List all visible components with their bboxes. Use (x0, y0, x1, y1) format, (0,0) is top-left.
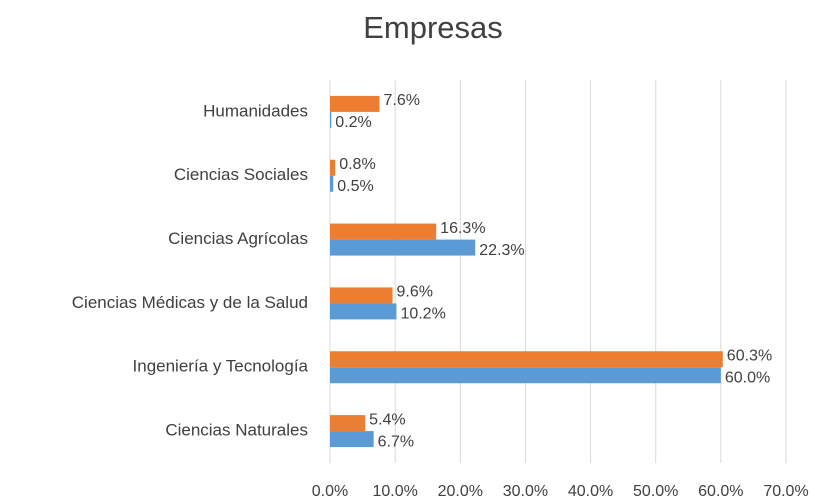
bar (330, 159, 336, 176)
bar (330, 431, 374, 448)
x-tick-label: 0.0% (312, 483, 348, 500)
bar (330, 111, 332, 128)
y-tick-label: Ciencias Sociales (174, 165, 308, 184)
value-label: 60.3% (727, 347, 772, 364)
value-label: 10.2% (400, 306, 445, 323)
x-tick-label: 60.0% (698, 483, 743, 500)
bar (330, 223, 437, 240)
y-tick-label: Humanidades (203, 101, 308, 120)
y-tick-label: Ingeniería y Tecnología (133, 357, 309, 376)
bar (330, 351, 723, 368)
y-tick-label: Ciencias Agrícolas (168, 229, 308, 248)
x-tick-label: 70.0% (763, 483, 808, 500)
bar (330, 95, 380, 112)
x-tick-label: 10.0% (372, 483, 417, 500)
value-label: 0.2% (335, 114, 371, 131)
x-tick-label: 20.0% (438, 483, 483, 500)
value-label: 0.8% (339, 156, 375, 173)
value-label: 16.3% (440, 220, 485, 237)
bar (330, 287, 393, 304)
value-label: 9.6% (397, 284, 433, 301)
bar (330, 239, 476, 256)
value-label: 60.0% (725, 369, 770, 386)
value-label: 0.5% (337, 178, 373, 195)
bar (330, 303, 397, 320)
value-label: 6.7% (378, 433, 414, 450)
bar (330, 367, 721, 384)
bar (330, 415, 366, 432)
y-tick-label: Ciencias Naturales (165, 421, 308, 440)
value-label: 5.4% (369, 411, 405, 428)
x-tick-label: 50.0% (633, 483, 678, 500)
bar (330, 175, 334, 192)
x-tick-label: 40.0% (568, 483, 613, 500)
value-label: 22.3% (479, 242, 524, 259)
x-tick-label: 30.0% (503, 483, 548, 500)
chart-title: Empresas (363, 10, 503, 45)
y-tick-label: Ciencias Médicas y de la Salud (72, 293, 308, 312)
value-label: 7.6% (384, 92, 420, 109)
